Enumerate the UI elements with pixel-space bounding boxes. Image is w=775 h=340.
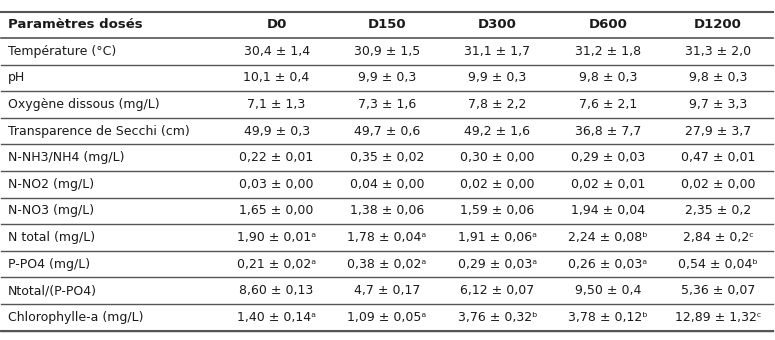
Text: 31,3 ± 2,0: 31,3 ± 2,0 xyxy=(685,45,751,58)
Text: 7,3 ± 1,6: 7,3 ± 1,6 xyxy=(358,98,416,111)
Text: 1,59 ± 0,06: 1,59 ± 0,06 xyxy=(460,204,535,218)
Text: 1,90 ± 0,01ᵃ: 1,90 ± 0,01ᵃ xyxy=(237,231,316,244)
Text: 49,7 ± 0,6: 49,7 ± 0,6 xyxy=(354,125,420,138)
Text: 0,04 ± 0,00: 0,04 ± 0,00 xyxy=(350,178,424,191)
Text: 31,1 ± 1,7: 31,1 ± 1,7 xyxy=(464,45,530,58)
Text: 12,89 ± 1,32ᶜ: 12,89 ± 1,32ᶜ xyxy=(675,311,761,324)
Text: Transparence de Secchi (cm): Transparence de Secchi (cm) xyxy=(8,125,189,138)
Text: 0,02 ± 0,01: 0,02 ± 0,01 xyxy=(570,178,645,191)
Text: 2,84 ± 0,2ᶜ: 2,84 ± 0,2ᶜ xyxy=(683,231,753,244)
Text: 0,30 ± 0,00: 0,30 ± 0,00 xyxy=(460,151,535,164)
Text: D0: D0 xyxy=(267,18,287,31)
Text: N total (mg/L): N total (mg/L) xyxy=(8,231,95,244)
Text: 5,36 ± 0,07: 5,36 ± 0,07 xyxy=(681,284,756,297)
Text: N-NH3/NH4 (mg/L): N-NH3/NH4 (mg/L) xyxy=(8,151,124,164)
Text: Paramètres dosés: Paramètres dosés xyxy=(8,18,142,31)
Text: D150: D150 xyxy=(367,18,406,31)
Text: 0,38 ± 0,02ᵃ: 0,38 ± 0,02ᵃ xyxy=(347,258,426,271)
Text: N-NO2 (mg/L): N-NO2 (mg/L) xyxy=(8,178,94,191)
Text: 3,76 ± 0,32ᵇ: 3,76 ± 0,32ᵇ xyxy=(457,311,537,324)
Text: 49,2 ± 1,6: 49,2 ± 1,6 xyxy=(464,125,530,138)
Text: 0,26 ± 0,03ᵃ: 0,26 ± 0,03ᵃ xyxy=(568,258,647,271)
Text: Ntotal/(P-PO4): Ntotal/(P-PO4) xyxy=(8,284,97,297)
Text: 9,9 ± 0,3: 9,9 ± 0,3 xyxy=(358,71,416,85)
Text: 1,91 ± 0,06ᵃ: 1,91 ± 0,06ᵃ xyxy=(458,231,537,244)
Text: 9,7 ± 3,3: 9,7 ± 3,3 xyxy=(689,98,747,111)
Text: 27,9 ± 3,7: 27,9 ± 3,7 xyxy=(685,125,751,138)
Text: D600: D600 xyxy=(588,18,627,31)
Text: 1,78 ± 0,04ᵃ: 1,78 ± 0,04ᵃ xyxy=(347,231,426,244)
Text: 7,1 ± 1,3: 7,1 ± 1,3 xyxy=(247,98,305,111)
Text: 4,7 ± 0,17: 4,7 ± 0,17 xyxy=(353,284,420,297)
Text: pH: pH xyxy=(8,71,25,85)
Text: 8,60 ± 0,13: 8,60 ± 0,13 xyxy=(239,284,314,297)
Text: 7,8 ± 2,2: 7,8 ± 2,2 xyxy=(468,98,526,111)
Text: 30,9 ± 1,5: 30,9 ± 1,5 xyxy=(354,45,420,58)
Text: 10,1 ± 0,4: 10,1 ± 0,4 xyxy=(243,71,310,85)
Text: 9,8 ± 0,3: 9,8 ± 0,3 xyxy=(579,71,637,85)
Text: 9,9 ± 0,3: 9,9 ± 0,3 xyxy=(468,71,526,85)
Text: 0,29 ± 0,03ᵃ: 0,29 ± 0,03ᵃ xyxy=(458,258,537,271)
Text: 1,65 ± 0,00: 1,65 ± 0,00 xyxy=(239,204,314,218)
Text: 31,2 ± 1,8: 31,2 ± 1,8 xyxy=(575,45,641,58)
Text: 6,12 ± 0,07: 6,12 ± 0,07 xyxy=(460,284,535,297)
Text: 2,35 ± 0,2: 2,35 ± 0,2 xyxy=(685,204,751,218)
Text: 0,22 ± 0,01: 0,22 ± 0,01 xyxy=(239,151,314,164)
Text: N-NO3 (mg/L): N-NO3 (mg/L) xyxy=(8,204,94,218)
Text: 2,24 ± 0,08ᵇ: 2,24 ± 0,08ᵇ xyxy=(568,231,648,244)
Text: 1,40 ± 0,14ᵃ: 1,40 ± 0,14ᵃ xyxy=(237,311,316,324)
Text: 9,8 ± 0,3: 9,8 ± 0,3 xyxy=(689,71,747,85)
Text: Chlorophylle-a (mg/L): Chlorophylle-a (mg/L) xyxy=(8,311,143,324)
Text: 0,21 ± 0,02ᵃ: 0,21 ± 0,02ᵃ xyxy=(237,258,316,271)
Text: 0,03 ± 0,00: 0,03 ± 0,00 xyxy=(239,178,314,191)
Text: 0,47 ± 0,01: 0,47 ± 0,01 xyxy=(681,151,756,164)
Text: 9,50 ± 0,4: 9,50 ± 0,4 xyxy=(574,284,641,297)
Text: 30,4 ± 1,4: 30,4 ± 1,4 xyxy=(243,45,310,58)
Text: D1200: D1200 xyxy=(694,18,742,31)
Text: 49,9 ± 0,3: 49,9 ± 0,3 xyxy=(243,125,310,138)
Text: 1,38 ± 0,06: 1,38 ± 0,06 xyxy=(350,204,424,218)
Text: 0,02 ± 0,00: 0,02 ± 0,00 xyxy=(460,178,535,191)
Text: 7,6 ± 2,1: 7,6 ± 2,1 xyxy=(579,98,637,111)
Text: 36,8 ± 7,7: 36,8 ± 7,7 xyxy=(574,125,641,138)
Text: 1,09 ± 0,05ᵃ: 1,09 ± 0,05ᵃ xyxy=(347,311,426,324)
Text: 3,78 ± 0,12ᵇ: 3,78 ± 0,12ᵇ xyxy=(568,311,648,324)
Text: Température (°C): Température (°C) xyxy=(8,45,115,58)
Text: P-PO4 (mg/L): P-PO4 (mg/L) xyxy=(8,258,90,271)
Text: Oxygène dissous (mg/L): Oxygène dissous (mg/L) xyxy=(8,98,159,111)
Text: 0,35 ± 0,02: 0,35 ± 0,02 xyxy=(350,151,424,164)
Text: 0,29 ± 0,03: 0,29 ± 0,03 xyxy=(570,151,645,164)
Text: 0,02 ± 0,00: 0,02 ± 0,00 xyxy=(681,178,756,191)
Text: 0,54 ± 0,04ᵇ: 0,54 ± 0,04ᵇ xyxy=(678,258,758,271)
Text: 1,94 ± 0,04: 1,94 ± 0,04 xyxy=(570,204,645,218)
Text: D300: D300 xyxy=(478,18,517,31)
